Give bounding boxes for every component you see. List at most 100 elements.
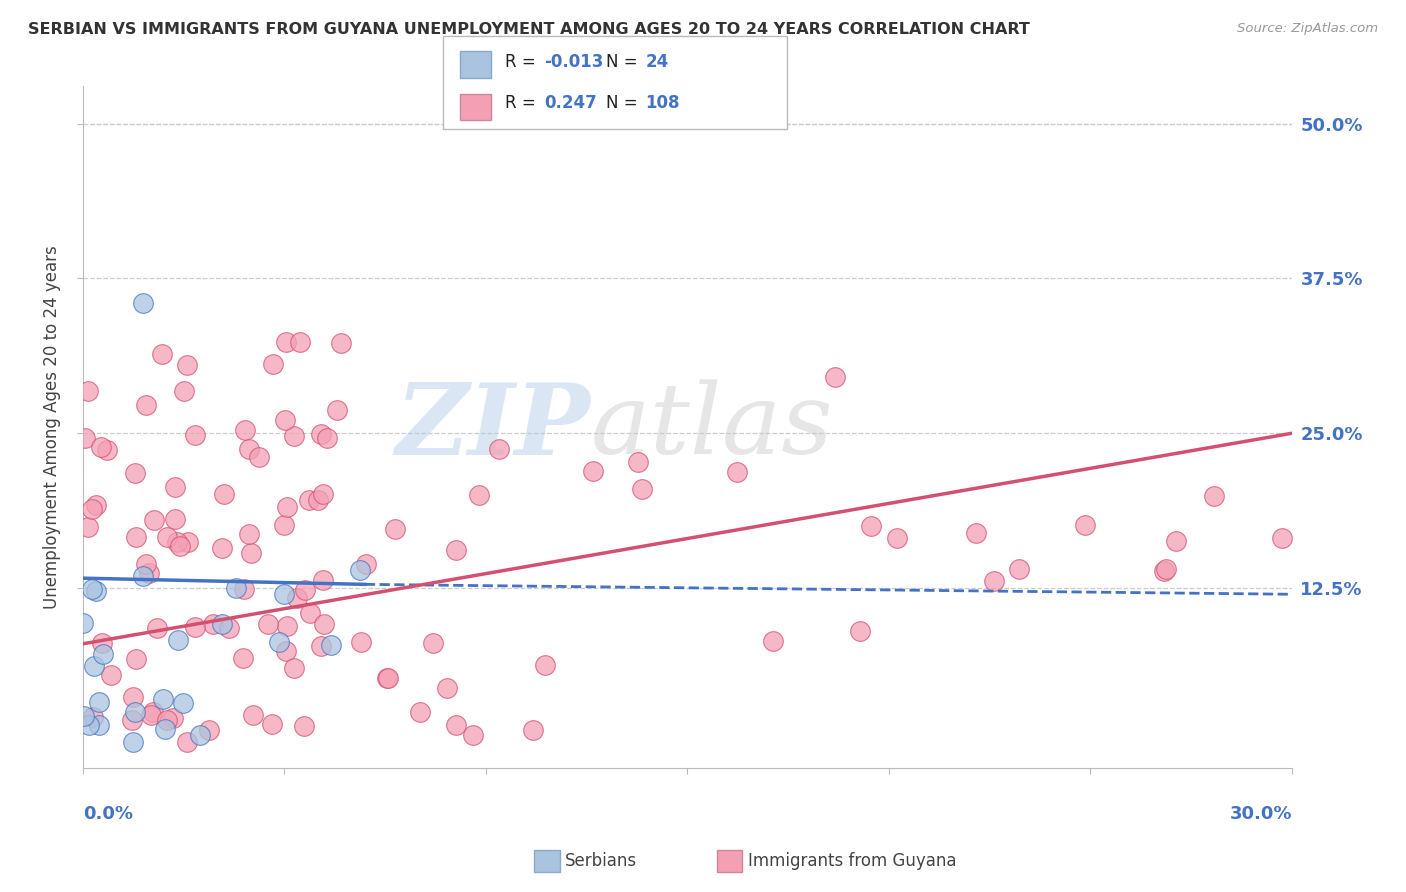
Point [631,483,654,497]
Point [1202,489,1225,503]
Point [72,616,94,631]
Text: -0.013: -0.013 [544,53,603,70]
Point [82,710,104,724]
Point [218,621,240,635]
Point [1156,562,1178,576]
Point [983,574,1005,589]
Point [326,402,349,417]
Point [1271,531,1294,545]
Point [143,513,166,527]
Text: R =: R = [505,95,546,112]
Point [422,635,444,649]
Point [77,718,100,732]
Point [173,384,195,399]
Point [276,500,298,515]
Text: Serbians: Serbians [565,852,637,870]
Point [292,719,315,733]
Point [122,690,145,704]
Point [522,723,544,738]
Point [166,534,188,549]
Point [232,582,254,597]
Y-axis label: Unemployment Among Ages 20 to 24 years: Unemployment Among Ages 20 to 24 years [44,245,60,609]
Point [273,587,295,601]
Point [298,493,321,508]
Text: 0.0%: 0.0% [83,805,132,823]
Point [87,718,110,732]
Point [121,713,143,727]
Point [262,716,284,731]
Point [162,711,184,725]
Point [142,705,165,719]
Point [153,722,176,736]
Point [132,296,155,310]
Point [166,633,188,648]
Point [309,427,332,442]
Point [184,428,207,442]
Point [176,735,198,749]
Point [82,501,104,516]
Point [316,431,339,445]
Point [131,569,153,583]
Point [201,617,224,632]
Point [349,634,371,648]
Point [198,723,221,738]
Point [290,334,312,349]
Point [725,465,748,479]
Point [444,543,467,558]
Point [377,672,399,686]
Point [283,661,305,675]
Point [409,705,432,719]
Point [319,639,342,653]
Text: N =: N = [606,95,643,112]
Point [125,652,148,666]
Point [849,624,872,638]
Point [247,450,270,464]
Point [172,697,194,711]
Text: 108: 108 [645,95,681,112]
Point [232,650,254,665]
Point [1074,518,1097,533]
Point [582,464,605,478]
Point [488,442,510,456]
Text: Source: ZipAtlas.com: Source: ZipAtlas.com [1237,22,1378,36]
Point [122,735,145,749]
Point [329,335,352,350]
Point [274,644,297,658]
Point [824,369,846,384]
Text: 30.0%: 30.0% [1229,805,1292,823]
Point [90,440,112,454]
Point [124,467,146,481]
Point [312,486,335,500]
Point [177,535,200,549]
Point [73,431,96,445]
Point [309,640,332,654]
Point [312,573,335,587]
Point [238,527,260,541]
Point [72,709,94,723]
Point [83,659,105,673]
Point [156,530,179,544]
Text: 0.247: 0.247 [544,95,598,112]
Point [233,423,256,437]
Point [298,606,321,620]
Point [262,357,284,371]
Point [273,517,295,532]
Point [468,488,491,502]
Point [146,621,169,635]
Point [225,581,247,595]
Point [176,359,198,373]
Point [76,520,98,534]
Point [163,511,186,525]
Point [762,634,785,648]
Point [163,480,186,494]
Point [169,539,191,553]
Point [965,526,987,541]
Point [100,667,122,681]
Text: 24: 24 [645,53,669,70]
Point [190,728,212,742]
Point [135,557,157,571]
Point [77,384,100,399]
Text: atlas: atlas [591,379,834,475]
Point [461,728,484,742]
Text: N =: N = [606,53,643,70]
